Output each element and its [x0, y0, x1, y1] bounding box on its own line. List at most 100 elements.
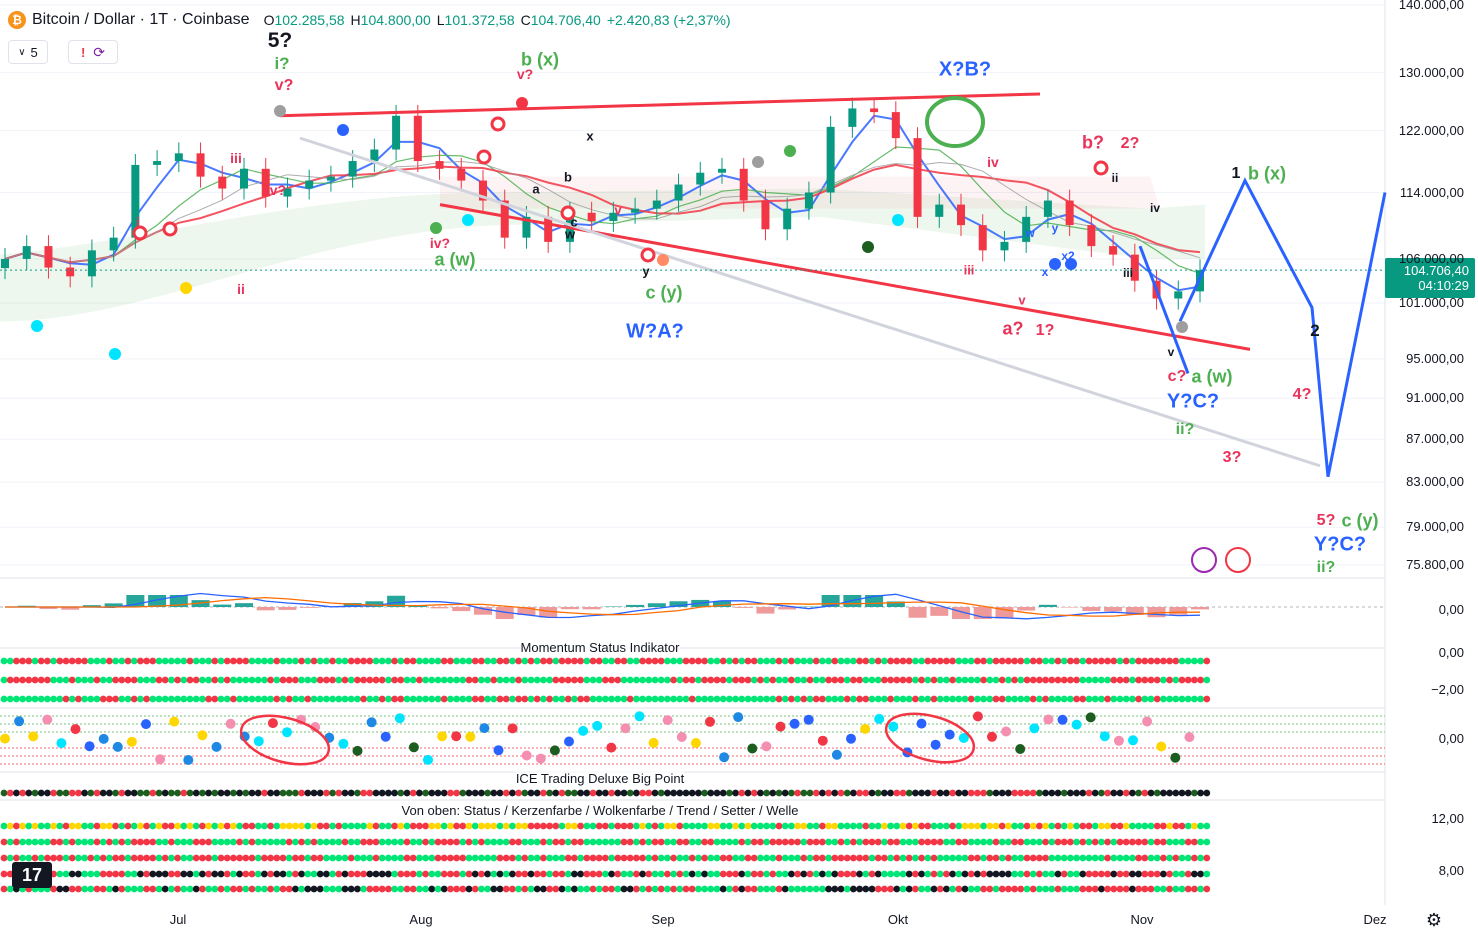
ice-dot: [1054, 822, 1062, 830]
momentum-dot: [750, 676, 758, 684]
momentum-dot: [1005, 657, 1012, 665]
settings-gear-icon[interactable]: ⚙: [1425, 909, 1443, 930]
ice-dot: [1042, 838, 1049, 846]
momentum-dot: [199, 657, 206, 665]
alert-sync-buttons[interactable]: ! ⟳: [68, 40, 118, 64]
ice-dot: [943, 854, 950, 862]
momentum-dot: [806, 657, 814, 665]
collapse-indicators-button[interactable]: ∨ 5: [8, 40, 48, 64]
ice-dot: [1091, 838, 1099, 846]
ice-dot: [149, 789, 157, 797]
momentum-dot: [161, 676, 169, 684]
momentum-dot: [620, 657, 628, 665]
momentum-dot: [726, 676, 733, 684]
ice-dot: [974, 854, 981, 862]
momentum-dot: [236, 676, 244, 684]
ice-dot: [980, 885, 987, 893]
ice-dot: [961, 789, 969, 797]
ice-dot: [819, 822, 826, 830]
ice-dot: [850, 870, 857, 878]
ice-dot: [1160, 789, 1167, 797]
sync-icon[interactable]: ⟳: [93, 43, 106, 60]
momentum-dot: [1023, 676, 1031, 684]
momentum-dot: [1166, 657, 1173, 665]
ice-dot: [577, 870, 584, 878]
momentum-dot: [912, 676, 919, 684]
ice-dot: [205, 854, 213, 862]
ice-dot: [837, 822, 845, 830]
momentum-dot: [664, 657, 671, 665]
indicator-axis-label: 12,00: [1431, 811, 1464, 826]
macd-histogram-bar: [604, 606, 623, 607]
alert-icon[interactable]: !: [80, 44, 86, 60]
ice-dot: [998, 854, 1006, 862]
ice-dot: [366, 789, 374, 797]
momentum-dot: [62, 695, 70, 703]
flash-event-icon: [1191, 547, 1217, 573]
ice-dot: [558, 822, 566, 830]
momentum-dot: [459, 657, 467, 665]
ice-dot: [806, 822, 814, 830]
macd-histogram-bar: [647, 603, 666, 607]
ice-dot: [664, 870, 671, 878]
ice-dot: [391, 822, 398, 830]
momentum-dot: [1135, 676, 1142, 684]
ice-dot: [261, 789, 268, 797]
ice-dot: [750, 838, 758, 846]
momentum-dot: [639, 695, 646, 703]
ice-dot: [595, 854, 603, 862]
ice-dot: [87, 789, 95, 797]
ice-dot: [918, 838, 925, 846]
ice-dot: [471, 789, 479, 797]
momentum-dot: [1184, 676, 1192, 684]
ice-dot: [267, 838, 274, 846]
ice-dot: [527, 854, 535, 862]
symbol-title[interactable]: Bitcoin / Dollar · 1T · Coinbase: [32, 11, 250, 28]
ice-dot: [87, 838, 95, 846]
ice-dot: [490, 822, 498, 830]
ice-dot: [577, 838, 584, 846]
ice-dot: [1085, 885, 1093, 893]
ice-dot: [254, 870, 262, 878]
ice-dot: [68, 854, 76, 862]
ice-dot: [62, 870, 70, 878]
ice-dot: [273, 885, 281, 893]
momentum-dot: [316, 695, 324, 703]
momentum-dot: [236, 695, 244, 703]
ice-dot: [230, 822, 237, 830]
ice-dot: [719, 789, 727, 797]
momentum-dot: [868, 695, 876, 703]
ice-dot: [87, 854, 95, 862]
ice-dot: [639, 854, 646, 862]
momentum-dot: [924, 676, 932, 684]
ice-dot: [930, 789, 938, 797]
momentum-dot: [874, 657, 882, 665]
ice-dot: [608, 885, 615, 893]
ice-dot: [261, 838, 268, 846]
ice-dot: [868, 870, 876, 878]
ice-dot: [1005, 789, 1012, 797]
momentum-dot: [540, 676, 547, 684]
ice-dot: [484, 822, 491, 830]
ice-dot: [1203, 822, 1211, 830]
candle-body: [826, 126, 835, 193]
ice-dot: [341, 822, 349, 830]
indicator-axis-label: −2,00: [1431, 682, 1464, 697]
setter-dot: [155, 754, 166, 765]
ice-dot: [261, 885, 268, 893]
macd-histogram-bar: [1104, 607, 1123, 612]
ice-dot: [279, 838, 287, 846]
tradingview-logo[interactable]: 17: [12, 862, 52, 888]
ice-dot: [608, 822, 615, 830]
setter-dot: [465, 731, 476, 742]
ice-dot: [757, 838, 764, 846]
momentum-dot: [1116, 676, 1124, 684]
signal-marker: [640, 247, 656, 263]
momentum-dot: [881, 657, 888, 665]
ice-dot: [118, 789, 126, 797]
ice-dot: [924, 854, 932, 862]
ice-dot: [521, 885, 529, 893]
wave-label: 1: [1231, 165, 1241, 182]
momentum-dot: [137, 676, 144, 684]
